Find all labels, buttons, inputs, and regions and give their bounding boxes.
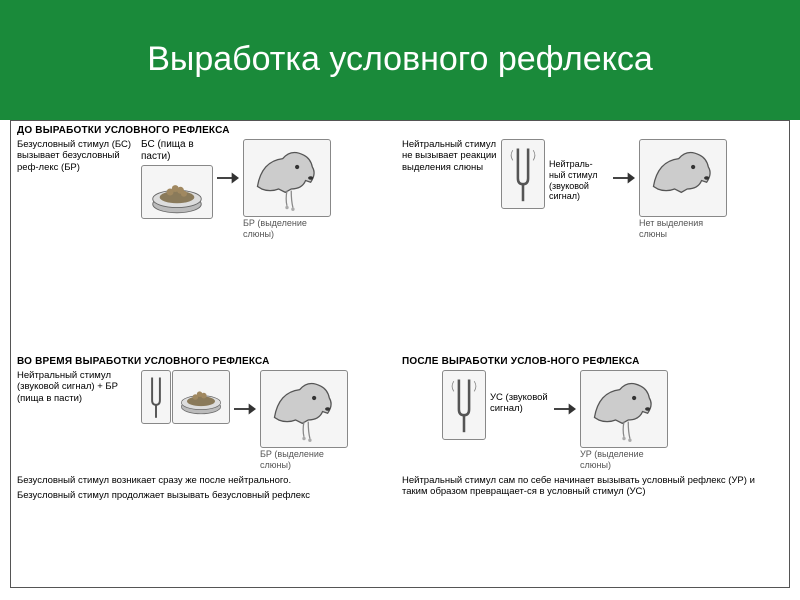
resp-label-br1: БР (выделение слюны)	[243, 218, 331, 240]
tuning-fork-icon	[501, 139, 545, 209]
arrow-icon	[234, 400, 256, 418]
resp-label-br2: БР (выделение слюны)	[260, 449, 348, 471]
panel-before-left: ДО ВЫРАБОТКИ УСЛОВНОГО РЕФЛЕКСА Безуслов…	[17, 125, 398, 352]
arrow-icon	[613, 169, 635, 187]
dog-saliva-icon	[580, 370, 668, 448]
resp-label-ur: УР (выделение слюны)	[580, 449, 668, 471]
panel-during: ВО ВРЕМЯ ВЫРАБОТКИ УСЛОВНОГО РЕФЛЕКСА Не…	[17, 356, 398, 583]
stim-label-neutral: Нейтраль-ный стимул (звуковой сигнал)	[549, 159, 609, 202]
stim-label-bs: БС (пища в пасти)	[141, 139, 213, 163]
during-note1: Безусловный стимул возникает сразу же по…	[17, 475, 398, 486]
resp-label-none: Нет выделения слюны	[639, 218, 727, 240]
food-bowl-icon	[141, 165, 213, 219]
page-title: Выработка условного рефлекса	[147, 40, 653, 79]
during-note2: Безусловный стимул продолжает вызывать б…	[17, 490, 398, 501]
diagram-grid: ДО ВЫРАБОТКИ УСЛОВНОГО РЕФЛЕКСА Безуслов…	[10, 120, 790, 588]
after-note: Нейтральный стимул сам по себе начинает …	[402, 475, 783, 498]
stim-desc-neutral: Нейтральный стимул не вызывает реакции в…	[402, 139, 497, 173]
stim-desc-bs: Безусловный стимул (БС) вызывает безусло…	[17, 139, 137, 173]
tuning-fork-icon	[442, 370, 486, 440]
panel-after: ПОСЛЕ ВЫРАБОТКИ УСЛОВ-НОГО РЕФЛЕКСА УС (…	[402, 356, 783, 583]
tuning-fork-icon	[141, 370, 171, 424]
stim-label-us: УС (звуковой сигнал)	[490, 392, 550, 415]
arrow-icon	[217, 169, 239, 187]
arrow-icon	[554, 400, 576, 418]
dog-saliva-icon	[243, 139, 331, 217]
food-bowl-icon	[172, 370, 230, 424]
section-label-after: ПОСЛЕ ВЫРАБОТКИ УСЛОВ-НОГО РЕФЛЕКСА	[402, 356, 783, 368]
stim-desc-during: Нейтральный стимул (звуковой сигнал) + Б…	[17, 370, 137, 404]
dog-saliva-icon	[260, 370, 348, 448]
panel-before-right: Нейтральный стимул не вызывает реакции в…	[402, 125, 783, 352]
section-label-before: ДО ВЫРАБОТКИ УСЛОВНОГО РЕФЛЕКСА	[17, 125, 398, 137]
dog-no-saliva-icon	[639, 139, 727, 217]
title-bar: Выработка условного рефлекса	[0, 0, 800, 120]
section-label-during: ВО ВРЕМЯ ВЫРАБОТКИ УСЛОВНОГО РЕФЛЕКСА	[17, 356, 398, 368]
